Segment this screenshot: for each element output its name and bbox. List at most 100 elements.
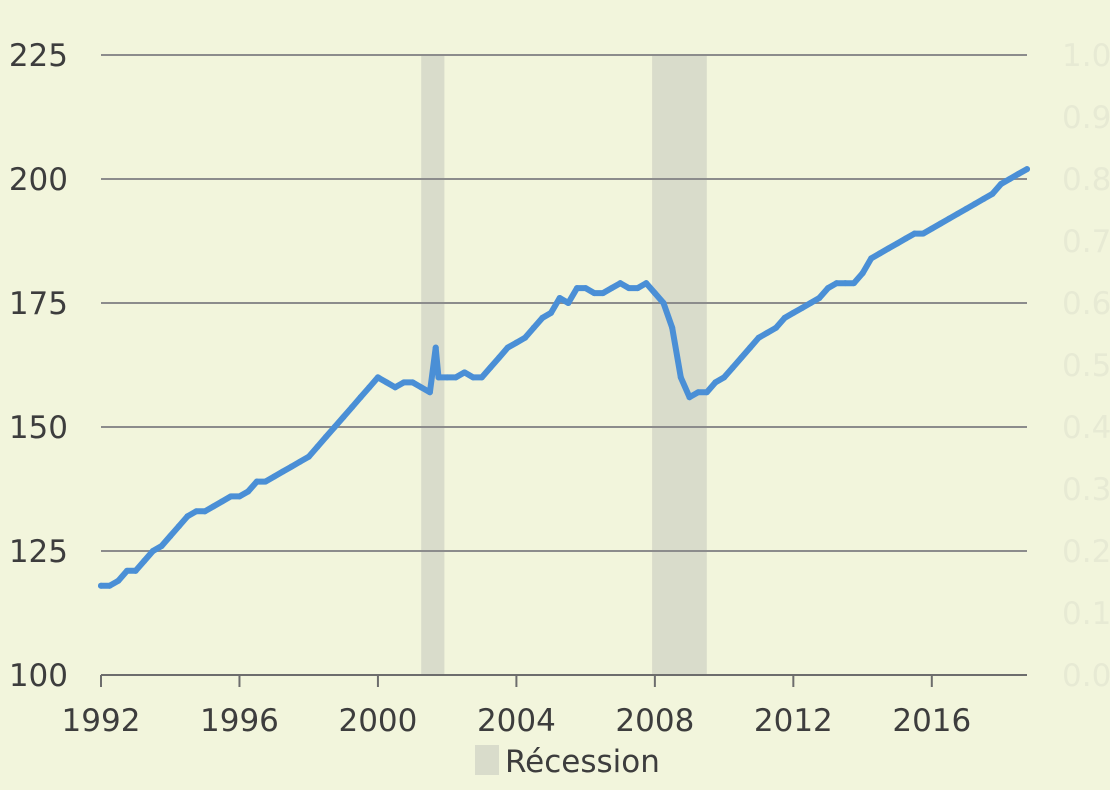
data-point	[418, 384, 425, 391]
y-tick-label-175: 175	[9, 286, 68, 322]
data-point	[721, 374, 728, 381]
data-point	[141, 557, 148, 564]
x-tick-label-1996: 1996	[200, 703, 279, 739]
data-point	[833, 280, 840, 287]
data-point	[106, 582, 113, 589]
data-point	[314, 443, 321, 450]
data-point	[764, 329, 771, 336]
data-point	[219, 498, 226, 505]
y-tick-label-150: 150	[9, 410, 68, 446]
data-point	[755, 334, 762, 341]
y2-tick-label-0.0: 0.0	[1062, 658, 1110, 694]
data-point	[504, 344, 511, 351]
data-point	[928, 225, 935, 232]
data-point	[374, 374, 381, 381]
recession-bands	[421, 55, 707, 675]
data-point	[937, 220, 944, 227]
data-point	[894, 240, 901, 247]
data-point	[911, 230, 918, 237]
data-point	[158, 543, 165, 550]
data-point	[123, 567, 130, 574]
y2-tick-label-0.1: 0.1	[1062, 596, 1110, 632]
data-point	[686, 394, 693, 401]
y2-tick-label-1.0: 1.0	[1062, 38, 1110, 74]
data-point	[885, 245, 892, 252]
data-point	[1006, 176, 1013, 182]
data-point	[98, 582, 104, 589]
data-point	[175, 523, 182, 530]
data-point	[677, 374, 684, 381]
data-point	[132, 567, 139, 574]
data-point	[660, 300, 667, 306]
data-point	[227, 493, 234, 500]
data-point	[625, 285, 632, 292]
data-point	[426, 389, 433, 396]
y2-tick-label-0.9: 0.9	[1062, 100, 1110, 136]
data-point	[548, 309, 555, 316]
series-layer	[98, 166, 1030, 589]
data-point	[591, 290, 598, 297]
data-point	[452, 374, 459, 381]
data-point	[461, 369, 468, 376]
data-point	[487, 364, 494, 371]
data-point	[400, 379, 407, 386]
data-point	[432, 344, 439, 351]
data-point	[695, 389, 702, 396]
data-point	[729, 364, 736, 371]
data-point	[323, 433, 330, 440]
data-point	[435, 374, 442, 381]
data-point	[980, 195, 987, 202]
data-point	[271, 473, 278, 480]
legend-recession-label: Récession	[505, 744, 660, 780]
x-tick-label-2012: 2012	[754, 703, 833, 739]
data-point	[816, 295, 823, 302]
gridlines	[101, 54, 1027, 676]
data-point	[972, 200, 979, 207]
data-point	[167, 533, 174, 540]
data-point	[496, 354, 503, 361]
data-point	[1015, 171, 1022, 178]
data-point	[868, 255, 875, 262]
y2-tick-label-0.6: 0.6	[1062, 286, 1110, 322]
data-point	[522, 334, 529, 341]
data-point	[210, 503, 217, 510]
data-point	[357, 394, 364, 401]
y-tick-label-125: 125	[9, 534, 68, 570]
data-point	[444, 374, 451, 381]
data-point	[920, 230, 927, 237]
data-point	[149, 548, 156, 554]
data-point	[340, 414, 347, 421]
data-point	[245, 488, 252, 495]
data-point	[643, 280, 650, 287]
data-point	[617, 280, 624, 287]
data-point	[513, 339, 520, 346]
data-point	[954, 210, 961, 217]
data-point	[573, 285, 580, 292]
data-point	[184, 513, 191, 520]
data-point	[599, 290, 606, 297]
data-point	[747, 344, 754, 351]
y-tick-label-200: 200	[9, 162, 68, 198]
legend-recession-swatch	[475, 745, 499, 775]
data-point	[288, 463, 295, 470]
data-point	[634, 285, 641, 292]
data-point	[297, 458, 304, 465]
data-point	[331, 424, 338, 430]
data-point	[409, 379, 416, 386]
series-line-1	[98, 166, 1030, 589]
data-point	[348, 404, 355, 411]
data-point	[651, 290, 658, 297]
data-point	[703, 389, 710, 396]
y-tick-label-225: 225	[9, 38, 68, 74]
data-point	[305, 453, 312, 460]
data-point	[807, 300, 814, 306]
data-point	[262, 478, 269, 485]
data-point	[876, 250, 883, 257]
data-point	[850, 280, 857, 287]
data-point	[478, 374, 485, 381]
data-point	[392, 384, 399, 391]
x-tick-label-2000: 2000	[338, 703, 417, 739]
y2-tick-label-0.7: 0.7	[1062, 224, 1110, 260]
data-point	[781, 314, 788, 321]
